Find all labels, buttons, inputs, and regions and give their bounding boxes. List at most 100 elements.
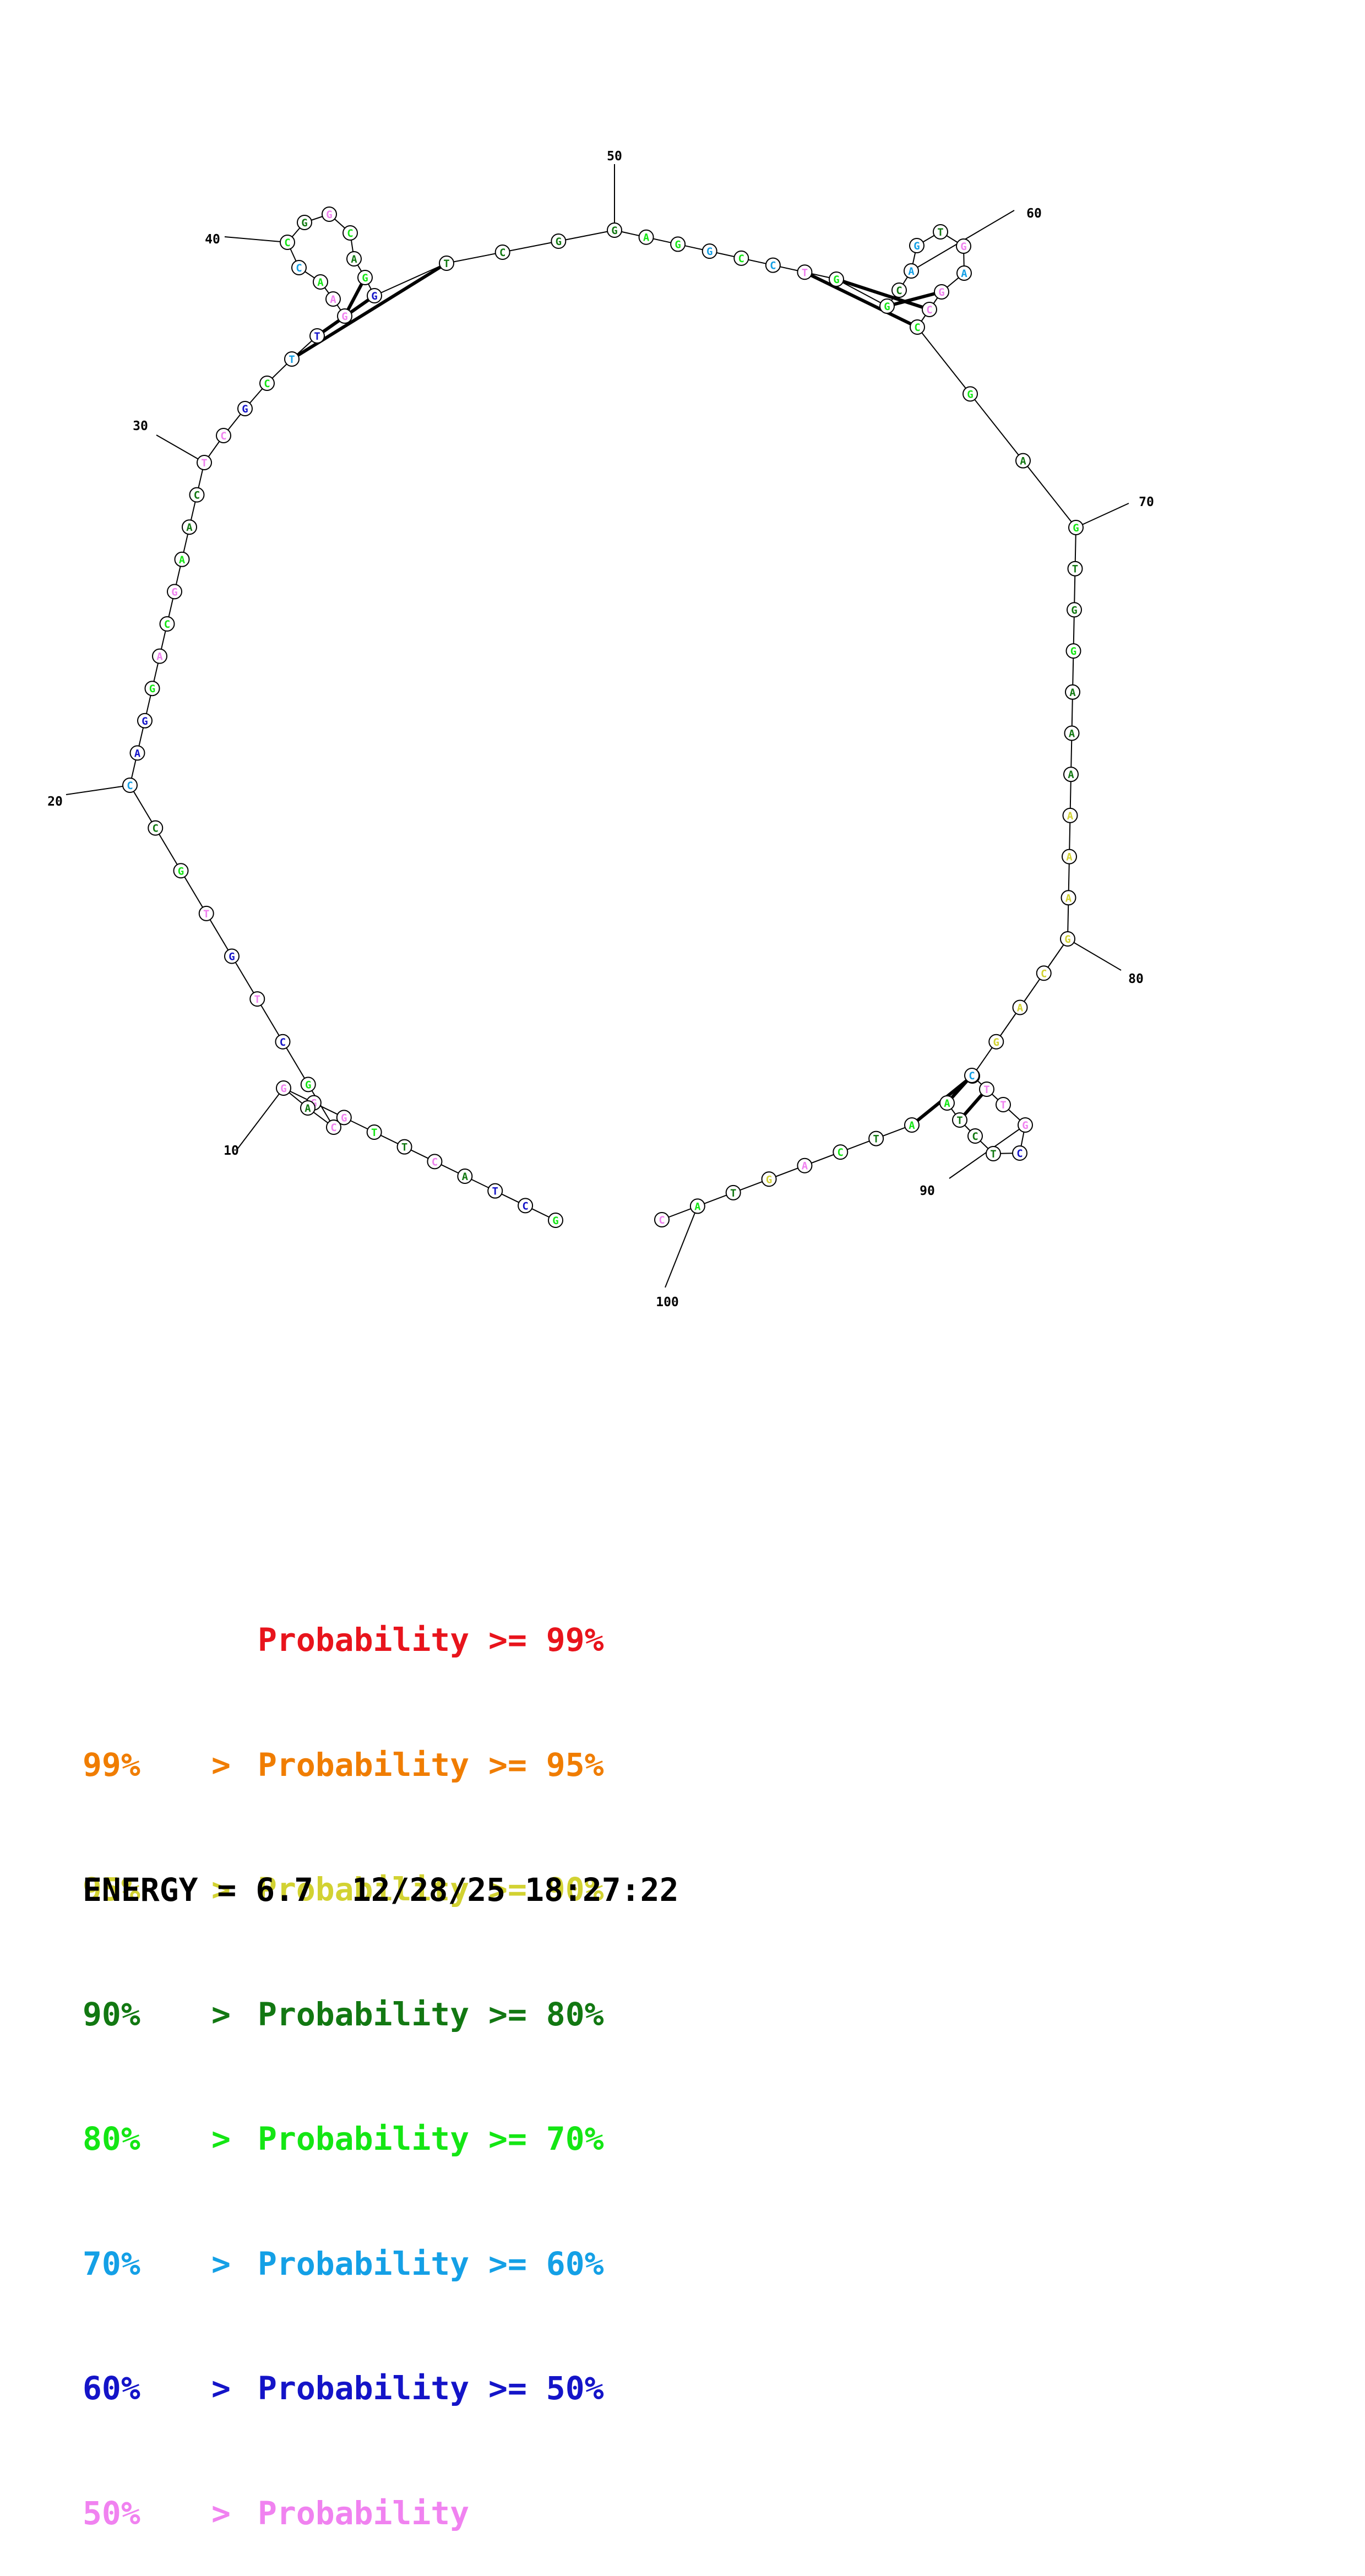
nucleotide: G bbox=[1065, 643, 1081, 659]
tick-line bbox=[665, 1206, 698, 1288]
nucleotide: A bbox=[1062, 849, 1077, 865]
nucleotide: T bbox=[366, 1124, 382, 1140]
nucleotide-circle bbox=[879, 298, 895, 314]
legend-row: 60% > Probability >= 50% bbox=[83, 2368, 604, 2410]
nucleotide: G bbox=[137, 713, 153, 729]
legend-row: Probability >= 99% bbox=[83, 1619, 604, 1661]
nucleotide-letter: C bbox=[926, 304, 932, 316]
legend-text: Probability >= 80% bbox=[258, 1995, 604, 2033]
nucleotide-letter: G bbox=[611, 225, 617, 237]
nucleotide: T bbox=[439, 256, 454, 271]
tick-label: 60 bbox=[1026, 206, 1042, 221]
nucleotide-circle bbox=[1063, 767, 1079, 782]
base-pair-line bbox=[804, 270, 918, 329]
nucleotide-circle bbox=[689, 1198, 705, 1214]
nucleotide-letter: T bbox=[983, 1084, 989, 1096]
nucleotide-letter: C bbox=[164, 618, 170, 631]
legend-gt: > bbox=[211, 1995, 231, 2033]
nucleotide: A bbox=[689, 1198, 705, 1214]
nucleotide: T bbox=[952, 1112, 967, 1128]
tick-line bbox=[1075, 503, 1129, 528]
nucleotide: G bbox=[1068, 520, 1084, 535]
nucleotide: T bbox=[284, 351, 300, 367]
nucleotide-letter: G bbox=[913, 240, 920, 252]
nucleotide-circle bbox=[216, 428, 231, 443]
nucleotide-circle bbox=[1067, 561, 1083, 577]
nucleotide-letter: C bbox=[347, 227, 353, 240]
tick-line bbox=[156, 434, 205, 463]
nucleotide-letter: A bbox=[330, 294, 336, 306]
nucleotide-circle bbox=[922, 302, 937, 317]
nucleotide: C bbox=[967, 1128, 983, 1144]
nucleotide-letter: G bbox=[341, 1112, 347, 1124]
nucleotide-circle bbox=[439, 256, 454, 271]
nucleotide-letter: C bbox=[284, 237, 290, 249]
nucleotide-letter: C bbox=[127, 780, 133, 792]
legend-lower-bound: 70% bbox=[83, 2245, 140, 2282]
nucleotide: G bbox=[551, 233, 567, 249]
nucleotide: G bbox=[670, 236, 686, 252]
nucleotide-letter: C bbox=[220, 430, 226, 442]
legend-lower-bound: 80% bbox=[83, 2120, 140, 2157]
nucleotide: C bbox=[148, 820, 164, 836]
nucleotide-letter: T bbox=[254, 993, 260, 1006]
nucleotide-circle bbox=[952, 1112, 967, 1128]
nucleotide: A bbox=[346, 251, 362, 267]
nucleotide-circle bbox=[638, 229, 654, 245]
nucleotide: G bbox=[548, 1213, 563, 1228]
nucleotide-circle bbox=[761, 1171, 777, 1187]
legend-text: Probability >= 60% bbox=[258, 2245, 604, 2282]
nucleotide-circle bbox=[173, 863, 189, 879]
backbone-segment bbox=[282, 1041, 309, 1085]
nucleotide-letter: G bbox=[706, 246, 713, 258]
nucleotide: C bbox=[259, 376, 275, 391]
nucleotide-circle bbox=[1062, 807, 1078, 823]
nucleotide-circle bbox=[152, 648, 167, 664]
nucleotide-circle bbox=[933, 224, 948, 240]
legend-lower-bound: 99% bbox=[83, 1746, 140, 1784]
nucleotide-circle bbox=[1015, 453, 1031, 469]
nucleotide: C bbox=[291, 260, 307, 275]
legend-row: 90% > Probability >= 80% bbox=[83, 1994, 604, 2036]
tick-label: 40 bbox=[205, 232, 220, 247]
tick-label: 50 bbox=[607, 149, 622, 164]
nucleotide-circle bbox=[300, 1100, 316, 1116]
nucleotide-letter: G bbox=[301, 217, 307, 229]
nucleotide-letter: G bbox=[552, 1215, 558, 1227]
nucleotide: C bbox=[891, 282, 907, 298]
nucleotide-letter: C bbox=[296, 262, 302, 274]
nucleotide-letter: T bbox=[990, 1148, 996, 1160]
nucleotide: G bbox=[701, 243, 717, 259]
nucleotide-letter: G bbox=[142, 715, 148, 727]
nucleotide-letter: G bbox=[967, 388, 973, 400]
backbone-segment bbox=[205, 913, 232, 957]
nucleotide: C bbox=[964, 1068, 980, 1083]
nucleotide-letter: G bbox=[675, 238, 681, 251]
nucleotide-letter: C bbox=[330, 1122, 336, 1134]
nucleotide-letter: C bbox=[838, 1146, 844, 1159]
nucleotide: T bbox=[197, 455, 212, 470]
nucleotide: T bbox=[198, 905, 214, 921]
nucleotide-letter: C bbox=[914, 322, 920, 334]
nucleotide-circle bbox=[337, 308, 352, 324]
nucleotide-circle bbox=[1068, 520, 1084, 535]
nucleotide-letter: A bbox=[1065, 892, 1072, 904]
nucleotide: C bbox=[1012, 1145, 1027, 1161]
nucleotide-letter: A bbox=[909, 1119, 915, 1132]
backbone-segment bbox=[970, 393, 1024, 461]
base-pair-line bbox=[887, 290, 942, 308]
nucleotide-letter: C bbox=[659, 1214, 665, 1226]
nucleotide: G bbox=[956, 238, 971, 254]
nucleotide-letter: A bbox=[462, 1171, 469, 1183]
legend-text: Probability >= 70% bbox=[258, 2120, 604, 2157]
nucleotide-letter: C bbox=[194, 490, 200, 502]
nucleotide-letter: A bbox=[179, 554, 186, 566]
nucleotide: T bbox=[996, 1097, 1011, 1112]
backbone-segment bbox=[502, 241, 559, 253]
nucleotide: C bbox=[922, 302, 937, 317]
nucleotide: G bbox=[761, 1171, 777, 1187]
nucleotide: A bbox=[797, 1157, 813, 1173]
nucleotide-circle bbox=[988, 1034, 1004, 1050]
nucleotide: A bbox=[152, 648, 167, 664]
nucleotide-circle bbox=[967, 1128, 983, 1144]
